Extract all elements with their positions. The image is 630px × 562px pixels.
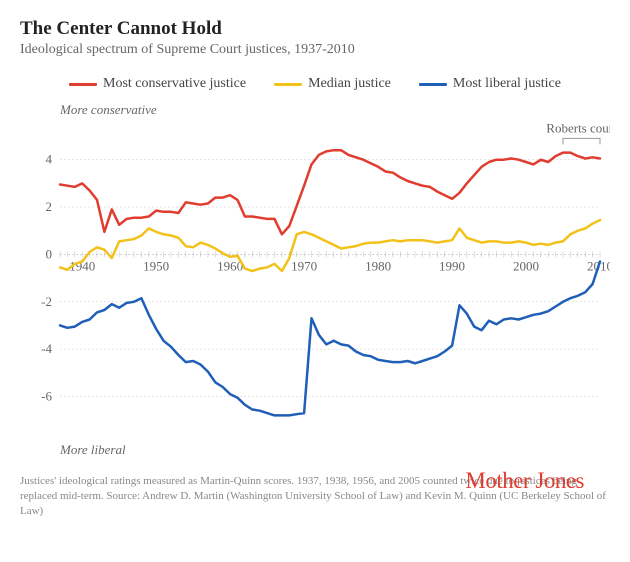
axis-label-bottom: More liberal: [60, 442, 126, 458]
series-liberal: [60, 262, 600, 416]
chart-title: The Center Cannot Hold: [20, 18, 610, 40]
legend-swatch: [69, 83, 97, 86]
legend-swatch: [419, 83, 447, 86]
svg-text:1980: 1980: [365, 258, 391, 273]
legend-item-liberal: Most liberal justice: [419, 76, 561, 92]
svg-text:0: 0: [46, 246, 53, 261]
svg-text:2: 2: [46, 199, 53, 214]
legend-swatch: [274, 83, 302, 86]
legend-label: Most liberal justice: [453, 76, 561, 92]
legend-item-median: Median justice: [274, 76, 391, 92]
legend-label: Most conservative justice: [103, 76, 246, 92]
chart-area: More conservative -6-4-20241940195019601…: [20, 102, 610, 462]
legend-label: Median justice: [308, 76, 391, 92]
axis-label-top: More conservative: [60, 102, 157, 118]
line-chart-svg: -6-4-20241940195019601970198019902000201…: [20, 102, 610, 462]
svg-text:-6: -6: [41, 388, 52, 403]
svg-text:1990: 1990: [439, 258, 465, 273]
chart-subtitle: Ideological spectrum of Supreme Court ju…: [20, 42, 610, 58]
svg-text:-2: -2: [41, 294, 52, 309]
svg-text:1970: 1970: [291, 258, 317, 273]
legend-item-conservative: Most conservative justice: [69, 76, 246, 92]
svg-text:-4: -4: [41, 341, 52, 356]
svg-text:2000: 2000: [513, 258, 539, 273]
svg-text:1950: 1950: [143, 258, 169, 273]
svg-text:Roberts court: Roberts court: [546, 120, 610, 135]
legend: Most conservative justice Median justice…: [20, 76, 610, 92]
series-conservative: [60, 150, 600, 234]
svg-text:4: 4: [46, 152, 53, 167]
mother-jones-logo: Mother Jones: [465, 468, 584, 494]
